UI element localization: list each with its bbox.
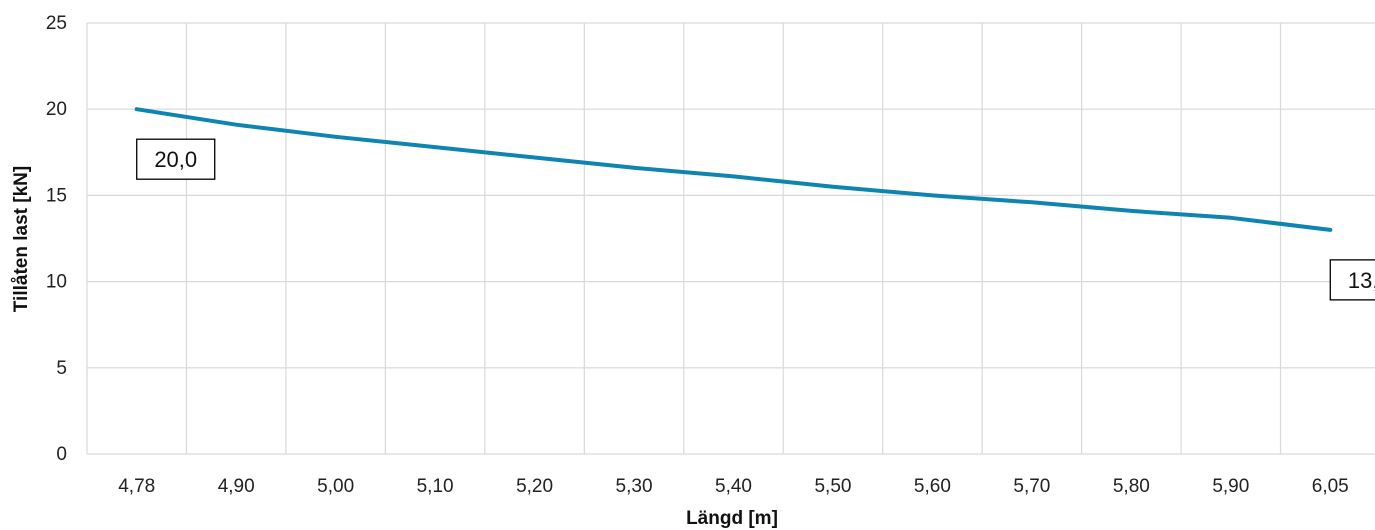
y-tick-label: 25 xyxy=(46,13,67,34)
x-tick-label: 5,20 xyxy=(516,476,553,497)
y-tick-label: 5 xyxy=(56,358,67,379)
x-tick-label: 5,70 xyxy=(1013,476,1050,497)
data-label-box xyxy=(136,138,216,180)
y-tick-label: 15 xyxy=(46,185,67,206)
y-tick-label: 20 xyxy=(46,99,67,120)
data-label: 20,0 xyxy=(136,138,216,180)
x-tick-label: 5,90 xyxy=(1212,476,1249,497)
x-axis-label: Längd [m] xyxy=(686,508,778,529)
series-line xyxy=(134,107,1333,232)
series-lines xyxy=(134,107,1333,232)
x-tick-label: 5,10 xyxy=(417,476,454,497)
x-tick-label: 5,30 xyxy=(616,476,653,497)
y-tick-label: 10 xyxy=(46,272,67,293)
x-tick-label: 5,60 xyxy=(914,476,951,497)
x-tick-label: 5,50 xyxy=(814,476,851,497)
x-tick-label: 4,78 xyxy=(118,476,155,497)
y-tick-label: 0 xyxy=(56,444,67,465)
x-tick-label: 6,05 xyxy=(1312,476,1349,497)
x-tick-label: 4,90 xyxy=(218,476,255,497)
y-axis-label: Tillåten last [kN] xyxy=(11,166,32,312)
x-tick-label: 5,40 xyxy=(715,476,752,497)
data-label-text: 20,0 xyxy=(154,147,197,172)
y-axis-ticks: 0 5 10 15 20 25 xyxy=(46,13,67,465)
data-labels: 20,0 13,0 xyxy=(136,138,1375,301)
grid-lines xyxy=(86,22,1375,455)
data-label-text: 13,0 xyxy=(1348,268,1375,293)
x-axis-ticks: 4,78 4,90 5,00 5,10 5,20 5,30 5,40 5,50 5,60 5,70… xyxy=(118,476,1349,497)
data-label-box xyxy=(1329,259,1375,301)
x-tick-label: 5,00 xyxy=(317,476,354,497)
data-label: 13,0 xyxy=(1329,259,1375,301)
x-tick-label: 5,80 xyxy=(1113,476,1150,497)
